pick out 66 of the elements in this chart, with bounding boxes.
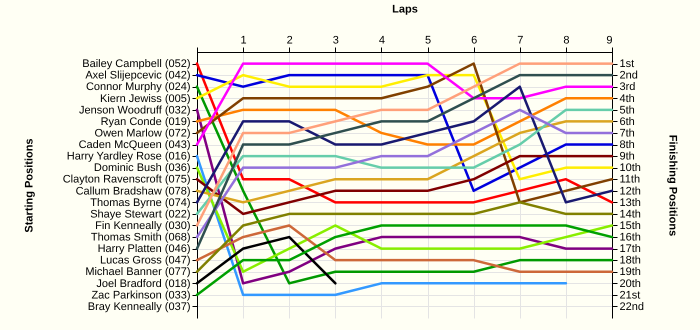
y-tick-label: 7th (620, 127, 635, 140)
line-series (196, 108, 614, 216)
text: Owen Marlow (072) (94, 127, 190, 140)
line-series (196, 108, 614, 238)
text: Bailey Campbell (052) (82, 58, 190, 70)
y-tick-label: 11th (620, 174, 640, 186)
text: Connor Murphy (024) (86, 81, 190, 94)
y-tick-label: 2nd (620, 70, 638, 82)
text: Kiern Jewiss (005) (100, 92, 190, 105)
text: Jenson Woodruff (032) (79, 104, 190, 116)
y-tick-label: 12th (620, 185, 641, 198)
text: Harry Yardley Rose (016) (66, 150, 190, 163)
text: Bray Kenneally (037) (88, 300, 190, 313)
y-tick-label: 19th (620, 266, 641, 278)
text: Caden McQueen (043) (78, 139, 190, 152)
text: Zac Parkinson (033) (91, 289, 190, 302)
line-series (196, 120, 614, 204)
line-series (196, 224, 614, 273)
text: Joel Bradford (018) (96, 278, 190, 290)
x-tick-label: 5 (424, 34, 432, 46)
y-tick-label: 17th (620, 243, 641, 256)
y-tick-label: 14th (620, 208, 641, 220)
line-series (196, 85, 614, 204)
y-tick-label: 20th (620, 278, 641, 290)
x-tick-label: 3 (332, 34, 339, 46)
text: Callum Bradshaw (078) (76, 185, 190, 198)
line-series (196, 154, 614, 216)
text: Thomas Smith (068) (90, 232, 190, 244)
x-axis-title: Laps (392, 4, 418, 16)
x-tick-label: 2 (286, 34, 293, 46)
text: Fin Kenneally (030) (95, 220, 190, 232)
y-tick-label: 3rd (620, 81, 636, 94)
text: Harry Platten (046) (98, 243, 190, 256)
line-series (196, 97, 614, 146)
y-tick-label: 15th (620, 220, 641, 232)
y-tick-label: 22nd (620, 300, 644, 313)
y-axis-title: Finishing Positions (666, 134, 678, 236)
y-tick-label: 1st (620, 58, 634, 70)
y-tick-label: 8th (620, 139, 635, 152)
x-tick-label: 7 (517, 34, 524, 46)
text: Michael Banner (077) (85, 266, 190, 278)
line-series (196, 74, 614, 250)
line-series (196, 201, 614, 273)
line-series (196, 62, 614, 146)
y-tick-label: 5th (620, 104, 635, 116)
text: Shaye Stewart (022) (90, 208, 190, 220)
y-tick-label: 16th (620, 232, 641, 244)
text: Dominic Bush (036) (94, 162, 190, 174)
text: Starting Positions (24, 138, 36, 233)
x-tick-label: 6 (471, 34, 478, 46)
text: Axel Slijepcevic (042) (85, 70, 190, 82)
y-tick-label: 18th (620, 254, 641, 267)
y-tick-label: 4th (620, 92, 635, 105)
y-tick-label: 9th (620, 150, 635, 163)
text: Lucas Gross (047) (100, 254, 190, 267)
x-tick-label: 8 (563, 34, 570, 46)
x-tick-label: 4 (378, 34, 386, 46)
text: Thomas Byrne (074) (90, 196, 190, 209)
x-tick-label: 1 (240, 34, 247, 46)
x-tick-label: 9 (606, 34, 612, 46)
y-tick-label: 10th (620, 162, 641, 174)
y-tick-label: 6th (620, 116, 635, 128)
text: Ryan Conde (019) (100, 116, 190, 128)
text: Clayton Ravenscroft (075) (62, 174, 190, 186)
y-tick-label: 21st (620, 289, 640, 302)
y-tick-label: 13th (620, 196, 641, 209)
